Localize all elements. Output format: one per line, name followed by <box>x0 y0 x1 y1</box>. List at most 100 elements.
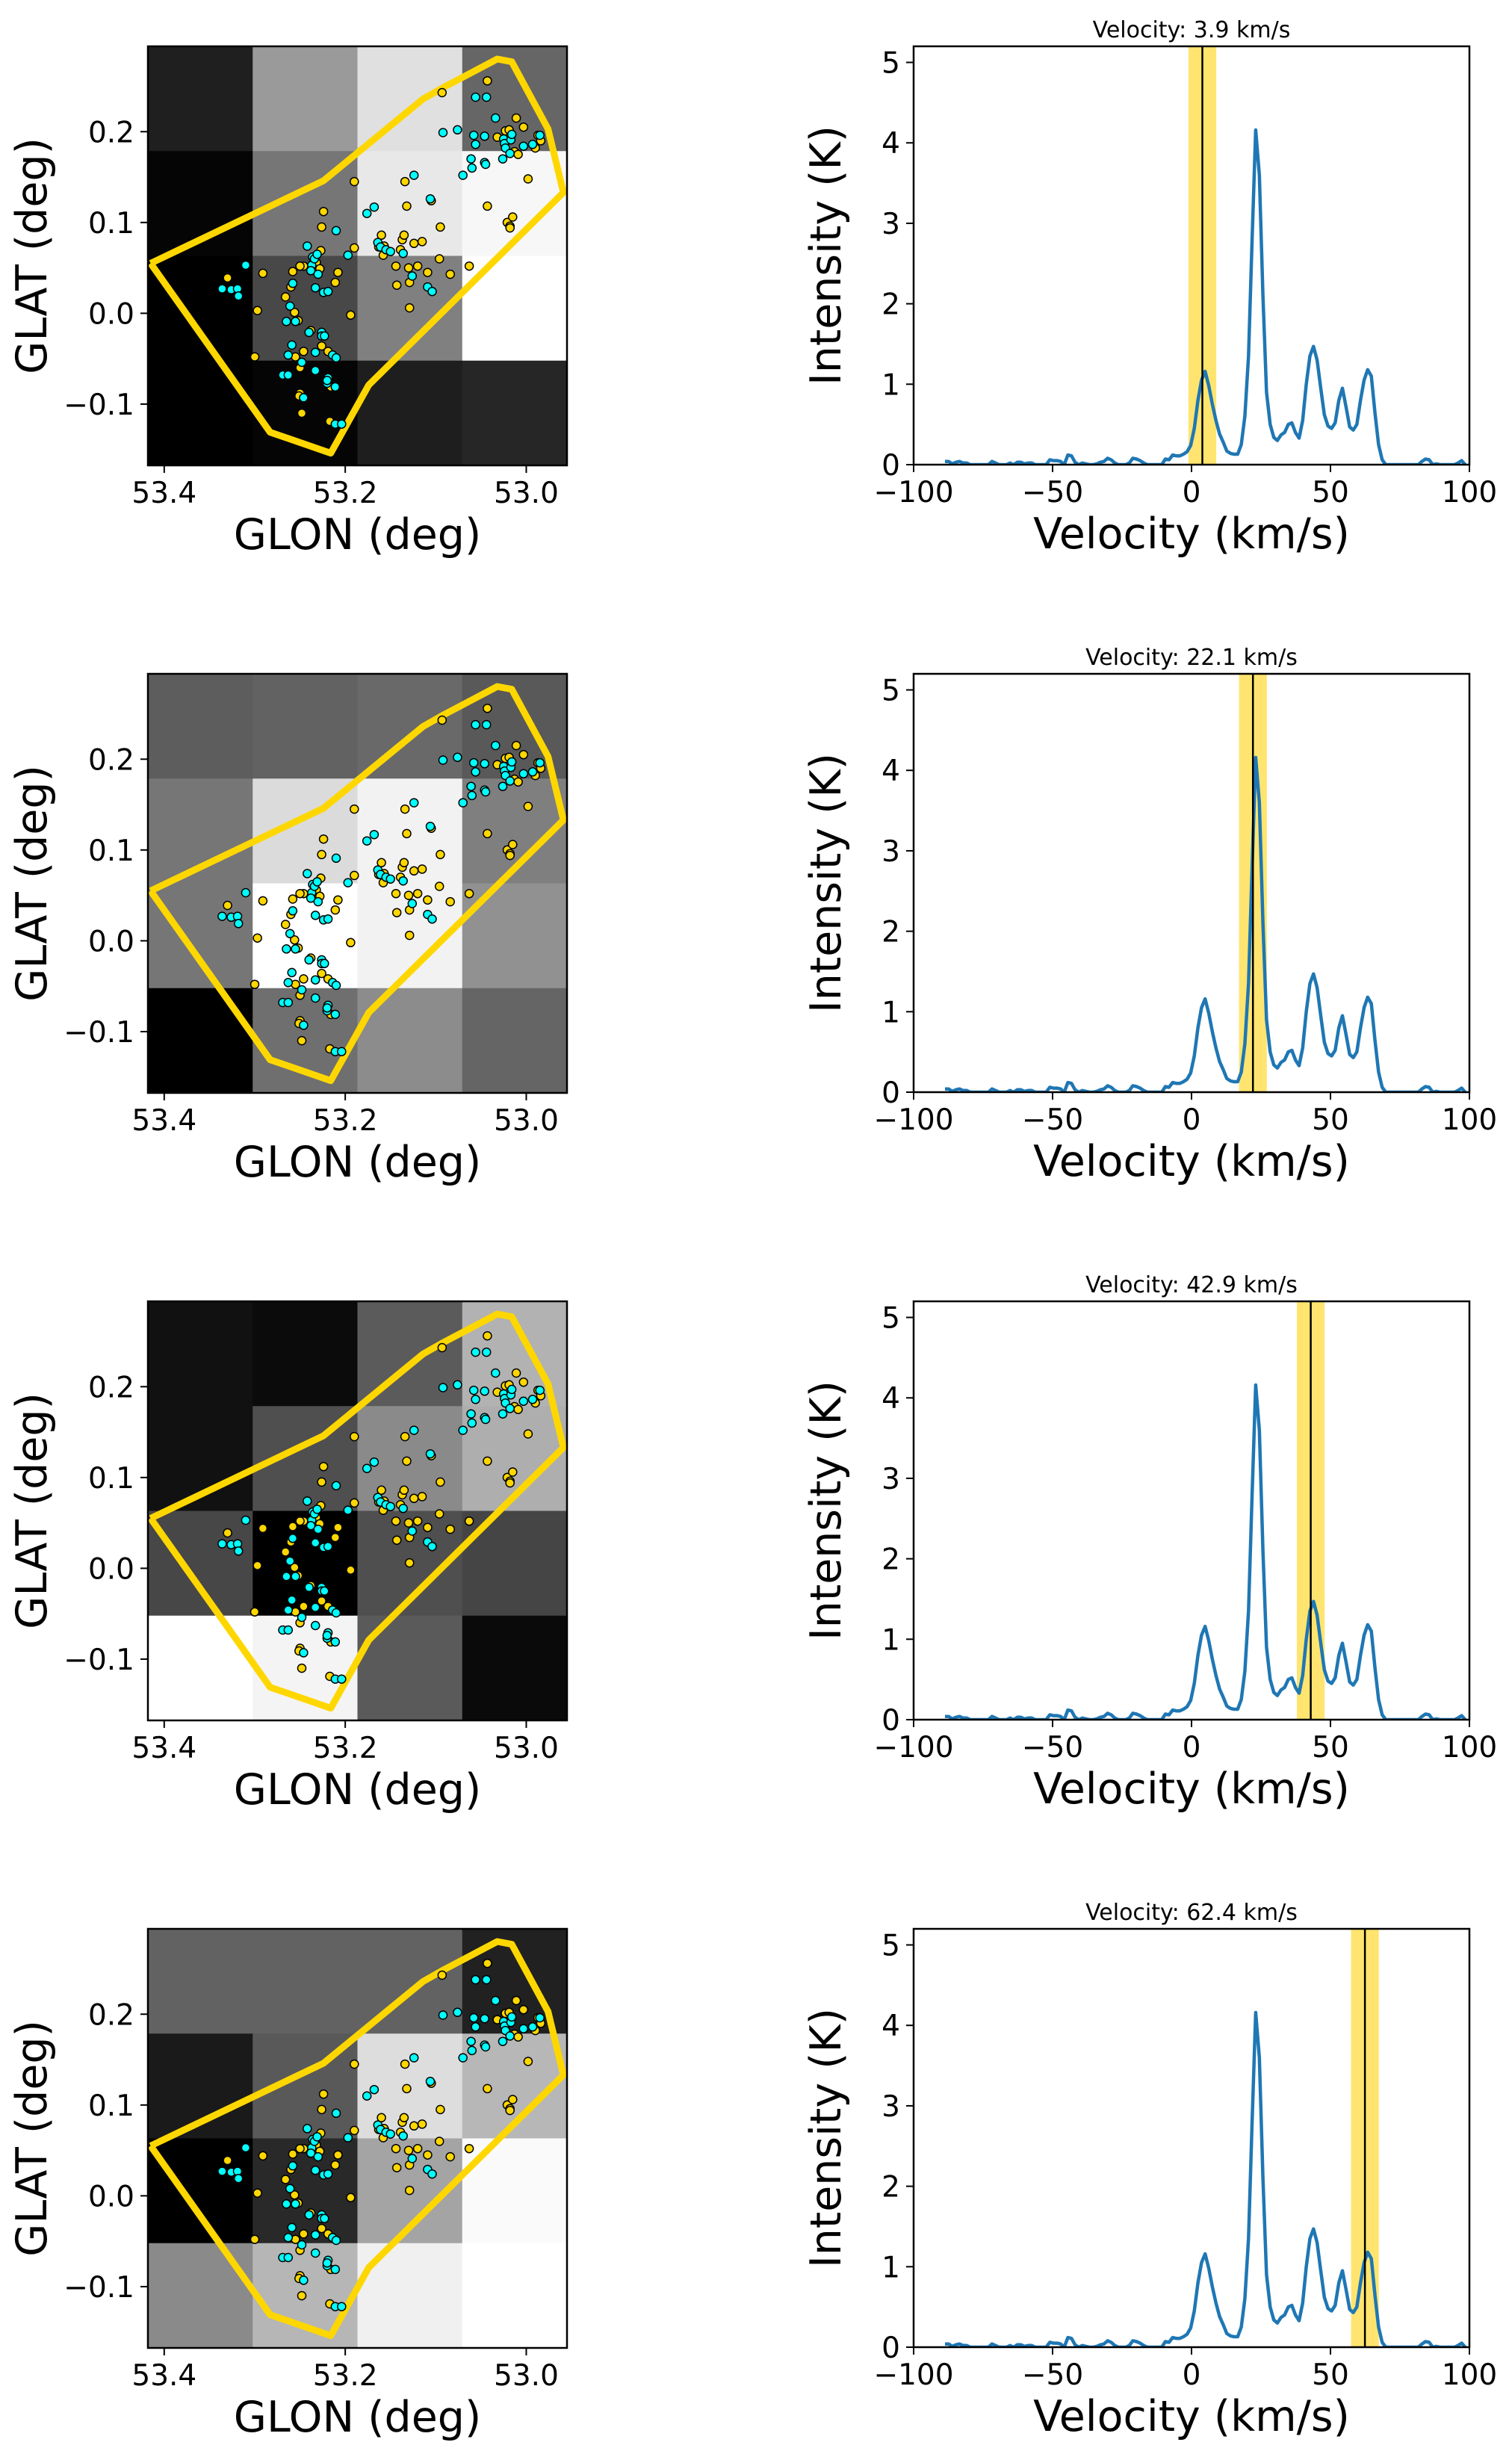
spectrum-title: Velocity: 22.1 km/s <box>1085 645 1298 671</box>
yellow-point <box>436 2104 445 2115</box>
cyan-point <box>310 1620 320 1631</box>
cyan-point <box>362 1463 372 1473</box>
cyan-point <box>471 2022 480 2032</box>
yellow-point <box>350 870 359 881</box>
yellow-point <box>437 1970 447 1980</box>
cyan-point <box>498 781 508 791</box>
cyan-point <box>285 1556 295 1566</box>
spectrum-line <box>945 1383 1467 1720</box>
cyan-point <box>331 226 341 236</box>
cyan-point <box>288 1534 298 1543</box>
yellow-point <box>483 201 492 211</box>
yellow-point <box>317 222 326 232</box>
cyan-point <box>385 2129 395 2139</box>
yellow-point <box>295 888 305 899</box>
cyan-point <box>385 247 395 256</box>
yellow-point <box>434 881 444 891</box>
cyan-point <box>283 2233 294 2243</box>
spectrum-xlabel: Velocity (km/s) <box>1033 1764 1350 1814</box>
spectrum-frame <box>912 1300 1471 1721</box>
cyan-point <box>306 266 316 276</box>
cyan-point <box>310 1602 320 1612</box>
yellow-point <box>445 1524 455 1534</box>
region-polygon-group <box>148 55 567 457</box>
cyan-point <box>287 1595 297 1605</box>
cyan-point <box>438 1383 448 1392</box>
cyan-point <box>303 1496 312 1506</box>
yellow-point <box>333 1522 343 1532</box>
yellow-point <box>250 2234 260 2244</box>
map-ytick-label: 0.0 <box>88 2180 134 2213</box>
yellow-point <box>523 174 533 184</box>
spectrum-ytick-label: 1 <box>882 2251 900 2284</box>
yellow-point <box>346 2193 356 2203</box>
cyan-point <box>313 1524 323 1534</box>
yellow-point <box>288 894 298 904</box>
yellow-point <box>417 237 427 247</box>
region-polygon-group <box>148 1938 567 2340</box>
cyan-point <box>527 2022 538 2032</box>
spectrum-axes: −100 −50 0 50 100 0 1 2 3 4 5 Velocity (km/s) Intens… <box>802 1900 1497 2441</box>
yellow-point <box>403 1518 414 1528</box>
cyan-point <box>288 2161 298 2171</box>
spectrum-title: Velocity: 62.4 km/s <box>1085 1900 1298 1926</box>
panel-row-4: 53.4 53.2 53.0 −0.1 0.0 0.1 0.2 GLON (deg) GLAT … <box>7 1900 1497 2442</box>
cyan-point <box>471 1395 480 1404</box>
yellow-point <box>318 834 329 844</box>
yellow-point <box>437 715 447 725</box>
yellow-point <box>299 974 309 984</box>
cyan-point <box>480 1414 491 1425</box>
map-pixel <box>462 988 567 1093</box>
yellow-point <box>330 905 341 915</box>
yellow-point <box>436 849 445 860</box>
yellow-point <box>391 280 402 290</box>
spectrum-line <box>945 128 1467 465</box>
yellow-point <box>391 888 401 899</box>
cyan-point <box>491 1368 501 1378</box>
yellow-point <box>505 1478 515 1488</box>
cyan-point <box>241 2142 251 2153</box>
spectrum-xtick-label: −50 <box>1022 1731 1083 1764</box>
yellow-point <box>350 243 359 253</box>
cyan-point <box>369 2084 379 2095</box>
spectrum-xtick-label: −100 <box>873 476 953 509</box>
yellow-point <box>280 920 291 929</box>
yellow-point <box>391 2163 402 2172</box>
spectrum-xtick-label: 0 <box>1183 1103 1201 1137</box>
cyan-point <box>330 1009 341 1020</box>
yellow-point <box>252 1561 262 1570</box>
yellow-point <box>513 1404 523 1414</box>
cyan-point <box>467 163 477 173</box>
cyan-point <box>438 2010 448 2020</box>
cyan-point <box>425 2076 436 2086</box>
map-frame <box>146 1927 568 2349</box>
yellow-point <box>412 261 423 271</box>
cyan-point <box>481 92 492 102</box>
spectrum-ytick-label: 4 <box>882 127 900 161</box>
cyan-point <box>331 980 341 991</box>
yellow-point <box>223 900 232 911</box>
cyan-point <box>535 2013 545 2023</box>
yellow-point <box>523 2057 533 2066</box>
map-xtick-label: 53.4 <box>131 2359 196 2393</box>
cyan-point <box>506 129 517 140</box>
map-pixel <box>252 674 359 779</box>
cyan-point <box>362 2091 372 2101</box>
yellow-point <box>508 1467 518 1477</box>
cyan-point <box>283 370 294 380</box>
yellow-point <box>518 2004 529 2015</box>
spectrum-xtick-label: −100 <box>873 2358 953 2392</box>
cyan-point <box>288 906 298 916</box>
cyan-point <box>330 382 341 392</box>
cyan-point <box>310 1538 320 1548</box>
cyan-point <box>458 2053 468 2063</box>
cyan-point <box>471 1347 480 1357</box>
cyan-point <box>407 2154 418 2163</box>
yellow-point <box>346 938 356 948</box>
yellow-point <box>297 408 307 418</box>
region-polygon-group <box>148 1310 567 1712</box>
map-xlabel: GLON (deg) <box>234 510 481 560</box>
yellow-point <box>434 1509 444 1519</box>
spectrum-xtick-label: −50 <box>1022 1103 1083 1137</box>
yellow-point <box>317 2223 326 2234</box>
